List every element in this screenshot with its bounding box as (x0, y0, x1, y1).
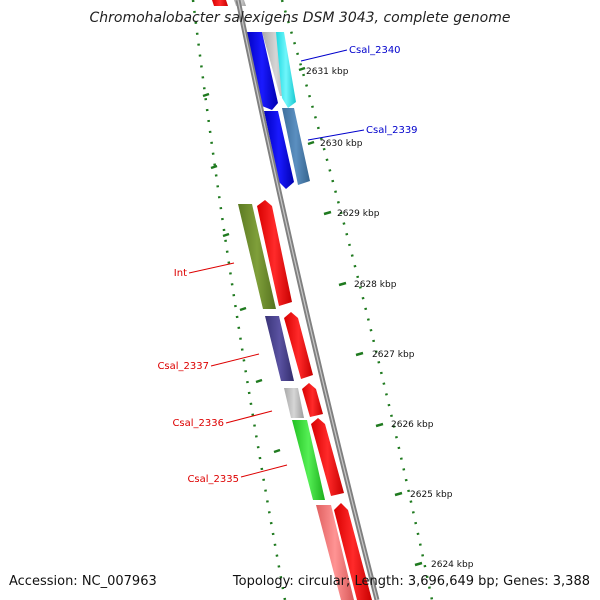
map-title: Chromohalobacter salexigens DSM 3043, co… (89, 10, 511, 26)
gene-feature-steelblue (282, 108, 310, 185)
inner-tick-6 (273, 448, 281, 454)
gene-label-csal-2337[interactable]: Csal_2337 (157, 361, 209, 372)
gene-label-csal-2335[interactable]: Csal_2335 (187, 474, 239, 485)
tick-mark-2624 (414, 561, 423, 567)
gene-feature-red-4 (311, 418, 344, 496)
accession-text: Accession: NC_007963 (9, 574, 157, 589)
genome-backbone-highlight (237, 0, 378, 600)
gene-feature-blue-upper (246, 32, 278, 110)
gene-feature-blue-lower (264, 111, 294, 189)
tick-mark-2628 (338, 281, 347, 287)
inner-tick-2 (210, 164, 218, 170)
tick-mark-2629 (323, 210, 332, 216)
gene-feature-navy (265, 316, 294, 381)
inner-tick-1 (202, 92, 210, 98)
tick-label-2629: 2629 kbp (337, 209, 380, 219)
tick-label-2624: 2624 kbp (431, 560, 474, 570)
inner-tick-4 (239, 306, 247, 312)
leader-csal-2339 (307, 129, 365, 141)
tick-label-2631: 2631 kbp (306, 67, 349, 77)
leader-csal-2337 (210, 353, 260, 367)
reverse-strand-genes (212, 0, 354, 600)
gene-feature-olive-int (238, 204, 276, 309)
tick-mark-2625 (394, 491, 403, 497)
genome-backbone (235, 0, 380, 600)
tick-mark-2631 (298, 66, 306, 72)
gene-label-csal-2336[interactable]: Csal_2336 (172, 418, 224, 429)
tick-label-2630: 2630 kbp (320, 139, 363, 149)
tick-label-2628: 2628 kbp (354, 280, 397, 290)
kbp-tick-labels: 2631 kbp 2630 kbp 2629 kbp 2628 kbp 2627… (306, 67, 474, 570)
gene-label-leaders (188, 49, 365, 478)
tick-mark-2626 (375, 422, 384, 428)
tick-label-2626: 2626 kbp (391, 420, 434, 430)
gene-feature-red-3 (302, 383, 323, 417)
gene-feature-pink (316, 505, 354, 600)
gene-feature-cyan (276, 32, 296, 108)
kbp-tick-marks (202, 66, 423, 567)
gene-labels: Csal_2340 Csal_2339 Int Csal_2337 Csal_2… (157, 45, 417, 485)
gene-feature-red-1 (257, 200, 292, 306)
gene-feature-green (292, 420, 325, 500)
gene-feature-gray (284, 388, 304, 418)
gene-feature-top-red (212, 0, 228, 6)
genome-summary-text: Topology: circular; Length: 3,696,649 bp… (232, 574, 590, 589)
leader-csal-2335 (240, 464, 288, 478)
gene-label-int[interactable]: Int (174, 268, 187, 279)
leader-csal-2340 (300, 49, 348, 62)
gene-feature-red-2 (284, 312, 313, 379)
leader-csal-2336 (225, 410, 273, 424)
tick-mark-2627 (355, 351, 364, 357)
tick-mark-2630 (307, 140, 315, 146)
gene-label-csal-2340[interactable]: Csal_2340 (349, 45, 401, 56)
gene-feature-red-5 (334, 503, 372, 600)
gene-label-csal-2339[interactable]: Csal_2339 (366, 125, 418, 136)
inner-tick-5 (255, 378, 263, 384)
tick-label-2625: 2625 kbp (410, 490, 453, 500)
leader-int (188, 262, 235, 274)
forward-strand-genes (257, 32, 372, 600)
inner-tick-3 (222, 232, 230, 238)
tick-label-2627: 2627 kbp (372, 350, 415, 360)
